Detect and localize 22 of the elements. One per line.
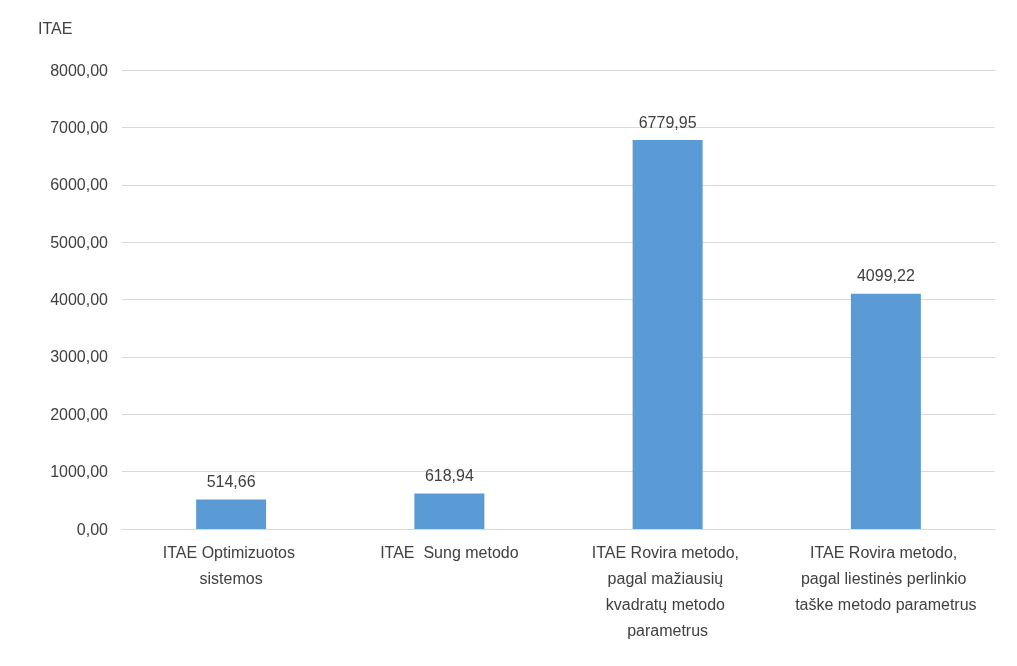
x-tick-label: ITAE Rovira metodo, pagal mažiausių kvadratų metodo parametrus bbox=[591, 543, 744, 639]
y-tick-label: 8000,00 bbox=[50, 61, 109, 79]
bar bbox=[632, 140, 703, 529]
y-tick-label: 1000,00 bbox=[50, 463, 109, 481]
y-tick-label: 0,00 bbox=[76, 520, 109, 538]
x-tick-label: ITAE Rovira metodo, pagal liestinės perlinkio taške metodo parametrus bbox=[795, 543, 977, 613]
y-tick-label: 2000,00 bbox=[50, 405, 109, 423]
x-tick-label: ITAE Sung metodo bbox=[380, 543, 519, 561]
bar bbox=[414, 493, 485, 529]
x-tick-label: ITAE Optimizuotos sistemos bbox=[162, 543, 300, 587]
data-label: 618,94 bbox=[424, 466, 474, 484]
y-axis-title: ITAE bbox=[38, 19, 73, 37]
y-tick-label: 7000,00 bbox=[50, 118, 109, 136]
y-tick-label: 5000,00 bbox=[50, 233, 109, 251]
bar bbox=[850, 293, 921, 529]
y-tick-label: 3000,00 bbox=[50, 348, 109, 366]
y-tick-label: 6000,00 bbox=[50, 176, 109, 194]
data-label: 6779,95 bbox=[638, 113, 697, 131]
bar bbox=[196, 499, 267, 529]
data-label: 514,66 bbox=[206, 472, 256, 490]
y-tick-label: 4000,00 bbox=[50, 291, 109, 308]
data-label: 4099,22 bbox=[856, 267, 915, 285]
